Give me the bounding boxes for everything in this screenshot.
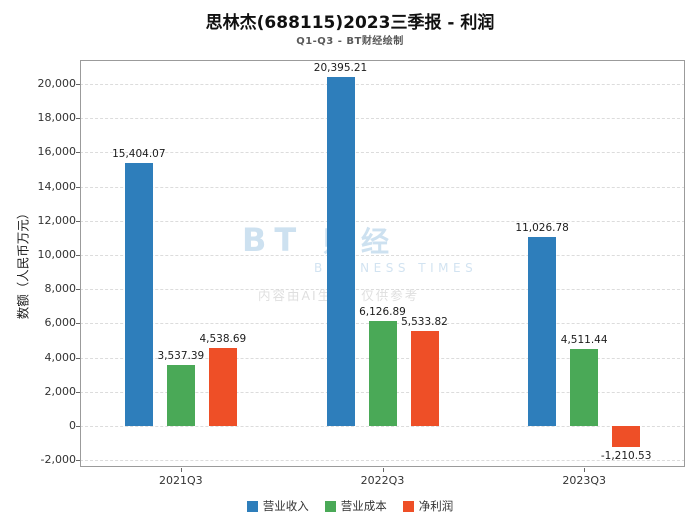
legend-label: 净利润 bbox=[418, 499, 454, 513]
y-axis-tick-mark bbox=[76, 152, 80, 154]
y-axis-tick-mark bbox=[76, 460, 80, 462]
x-axis-tick-label: 2023Q3 bbox=[562, 474, 606, 487]
bar-value-label: 4,511.44 bbox=[560, 333, 608, 346]
gridline bbox=[80, 220, 685, 222]
y-axis-tick-label: 8,000 bbox=[44, 282, 77, 296]
legend-item: 营业收入 bbox=[246, 498, 309, 514]
y-axis-tick-label: 4,000 bbox=[44, 350, 77, 364]
y-axis-tick-label: 10,000 bbox=[37, 247, 77, 261]
x-axis-tick-label: 2021Q3 bbox=[159, 474, 203, 487]
gridline bbox=[80, 425, 685, 427]
legend-item: 净利润 bbox=[402, 498, 454, 514]
y-axis-tick-mark bbox=[76, 186, 80, 188]
y-axis-tick-mark bbox=[76, 323, 80, 325]
gridline bbox=[80, 186, 685, 188]
legend-label: 营业成本 bbox=[340, 499, 387, 513]
x-axis-tick-mark bbox=[584, 468, 586, 472]
bar-value-label: 6,126.89 bbox=[359, 306, 406, 319]
bar-value-label: 3,537.39 bbox=[157, 350, 205, 363]
legend-swatch bbox=[246, 500, 258, 512]
y-axis-tick-mark bbox=[76, 83, 80, 85]
chart-subtitle: Q1-Q3 - BT财经绘制 bbox=[296, 36, 404, 47]
y-axis-tick-mark bbox=[76, 254, 80, 256]
y-axis-tick-label: 16,000 bbox=[37, 145, 77, 159]
gridline bbox=[80, 83, 685, 85]
gridline bbox=[80, 460, 685, 462]
y-axis-tick-mark bbox=[76, 391, 80, 393]
bar-value-label: 4,538.69 bbox=[199, 333, 247, 346]
x-axis-tick-mark bbox=[382, 468, 384, 472]
y-axis-tick-label: 18,000 bbox=[37, 111, 77, 125]
bar bbox=[326, 77, 355, 426]
bar bbox=[368, 321, 397, 426]
bar-value-label: 20,395.21 bbox=[313, 62, 368, 75]
bar bbox=[166, 365, 195, 426]
y-axis-tick-label: 20,000 bbox=[37, 76, 77, 90]
legend-item: 营业成本 bbox=[324, 498, 387, 514]
bar bbox=[410, 331, 439, 426]
bar-value-label: 5,533.82 bbox=[401, 316, 448, 329]
y-axis-tick-mark bbox=[76, 289, 80, 291]
gridline bbox=[80, 289, 685, 291]
bar bbox=[612, 425, 641, 447]
y-axis-tick-label: 2,000 bbox=[44, 384, 77, 398]
bar-value-label: 11,026.78 bbox=[515, 222, 569, 235]
y-axis-tick-mark bbox=[76, 118, 80, 120]
y-axis-tick-label: 0 bbox=[69, 418, 76, 432]
bar bbox=[528, 237, 557, 426]
legend-swatch bbox=[324, 500, 336, 512]
gridline bbox=[80, 118, 685, 120]
legend: 营业收入 营业成本 净利润 bbox=[0, 498, 700, 514]
y-axis-tick-label: 6,000 bbox=[44, 316, 77, 330]
bar-value-label: 15,404.07 bbox=[112, 147, 166, 160]
gridline bbox=[80, 254, 685, 256]
y-axis-tick-mark bbox=[76, 425, 80, 427]
gridline bbox=[80, 152, 685, 154]
y-axis-tick-label: 12,000 bbox=[37, 213, 77, 227]
y-axis-tick-mark bbox=[76, 357, 80, 359]
y-axis-tick-label: -2,000 bbox=[40, 453, 76, 467]
bar bbox=[124, 162, 153, 426]
bar-value-label: -1,210.53 bbox=[600, 449, 652, 462]
y-axis-tick-label: 14,000 bbox=[37, 179, 77, 193]
x-axis-tick-mark bbox=[180, 468, 182, 472]
chart-title: 思林杰(688115)2023三季报 - 利润 bbox=[205, 13, 495, 33]
y-axis-tick-mark bbox=[76, 220, 80, 222]
plot-area-frame bbox=[80, 60, 685, 467]
legend-label: 营业收入 bbox=[262, 499, 309, 513]
bar bbox=[570, 348, 599, 426]
bar bbox=[208, 348, 237, 426]
x-axis-tick-label: 2022Q3 bbox=[360, 474, 405, 487]
legend-swatch bbox=[402, 500, 414, 512]
